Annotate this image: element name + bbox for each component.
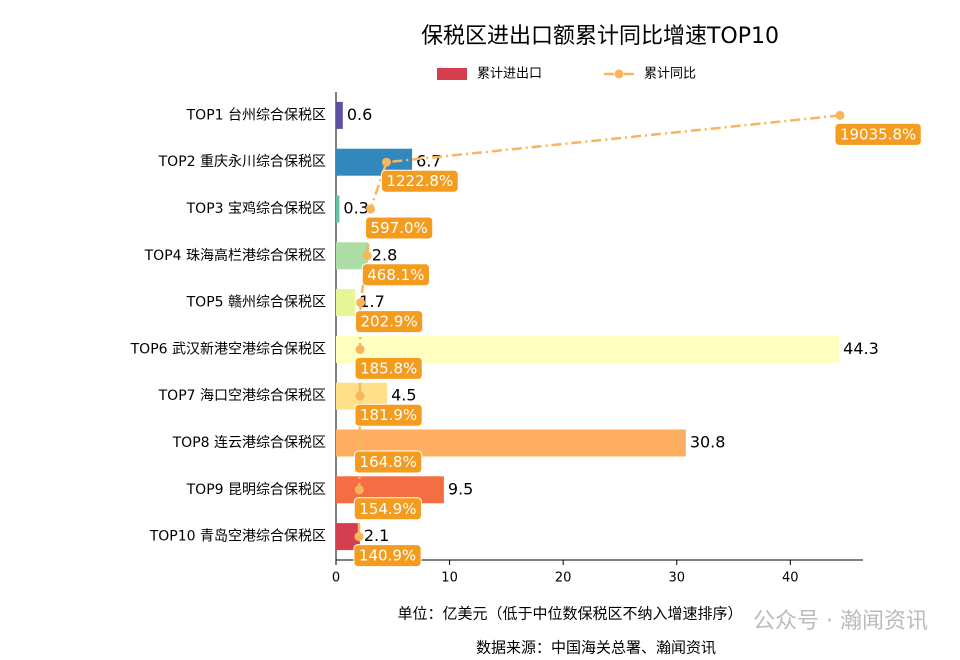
bar-value-label: 1.7	[359, 292, 384, 311]
line-point	[381, 157, 391, 167]
value-label: 164.8%	[360, 453, 417, 471]
value-label: 597.0%	[371, 219, 428, 237]
x-tick-label: 0	[332, 571, 340, 586]
bar	[336, 101, 343, 129]
legend-label: 累计同比	[644, 67, 696, 82]
value-label: 468.1%	[367, 266, 424, 284]
x-tick-label: 40	[782, 571, 799, 586]
y-tick-label: TOP3 宝鸡综合保税区	[186, 200, 326, 217]
value-label: 202.9%	[361, 313, 418, 331]
bar	[336, 242, 368, 270]
y-tick-label: TOP1 台州综合保税区	[186, 107, 326, 123]
value-label-box	[354, 356, 423, 380]
bar-value-label: 9.5	[448, 479, 473, 498]
y-tick-label: TOP10 青岛空港综合保税区	[149, 529, 326, 545]
value-label-box	[365, 216, 434, 240]
line-point	[354, 485, 364, 495]
bar-value-label: 44.3	[843, 339, 879, 358]
line-point	[355, 438, 365, 448]
y-tick-label: TOP4 珠海高栏港综合保税区	[144, 247, 326, 264]
chart-title: 保税区进出口额累计同比增速TOP10	[421, 24, 779, 49]
value-label-box	[353, 497, 422, 521]
legend-marker	[614, 69, 624, 79]
line-point	[362, 251, 372, 261]
value-label: 1222.8%	[386, 172, 453, 190]
watermark: 公众号 · 瀚闻资讯	[753, 609, 928, 634]
y-tick-label: TOP5 赣州综合保税区	[186, 295, 326, 311]
line-point	[355, 391, 365, 401]
bar-value-label: 2.8	[372, 245, 397, 264]
value-label: 181.9%	[360, 406, 417, 424]
line-point	[355, 344, 365, 354]
line-point	[354, 532, 364, 542]
bar	[336, 195, 340, 223]
y-tick-label: TOP2 重庆永川综合保税区	[158, 154, 326, 170]
line-point	[366, 204, 376, 214]
bar-value-label: 4.5	[391, 386, 416, 405]
x-tick-label: 10	[441, 571, 458, 586]
value-label-box	[354, 450, 423, 474]
x-tick-label: 30	[668, 571, 685, 586]
legend-swatch	[437, 68, 467, 80]
bar-value-label: 6.7	[416, 152, 441, 171]
legend-label: 累计进出口	[477, 67, 542, 82]
value-label: 154.9%	[359, 500, 416, 518]
value-label-box	[355, 310, 424, 334]
bar-value-label: 0.3	[343, 199, 368, 218]
value-label: 19035.8%	[840, 125, 916, 143]
bar-value-label: 30.8	[690, 433, 726, 452]
bar-value-label: 2.1	[364, 526, 389, 545]
line-point	[356, 298, 366, 308]
value-label-box	[380, 169, 459, 193]
value-label-box	[354, 403, 423, 427]
x-tick-label: 20	[555, 571, 572, 586]
bar	[336, 289, 356, 317]
value-label-box	[361, 263, 430, 287]
y-tick-label: TOP9 昆明综合保税区	[186, 482, 326, 498]
source-note: 数据来源：中国海关总署、瀚闻资讯	[476, 639, 716, 657]
line-point	[835, 110, 845, 120]
value-label: 140.9%	[359, 547, 416, 565]
y-tick-label: TOP7 海口空港综合保税区	[158, 388, 326, 404]
y-tick-label: TOP8 连云港综合保税区	[172, 435, 326, 451]
bar	[336, 523, 360, 551]
bar-value-label: 0.6	[347, 105, 372, 124]
value-label-box	[353, 544, 422, 568]
unit-note: 单位：亿美元（低于中位数保税区不纳入增速排序）	[397, 605, 742, 623]
value-label: 185.8%	[360, 359, 417, 377]
value-label-box	[834, 122, 922, 146]
y-tick-label: TOP6 武汉新港空港综合保税区	[130, 341, 326, 357]
